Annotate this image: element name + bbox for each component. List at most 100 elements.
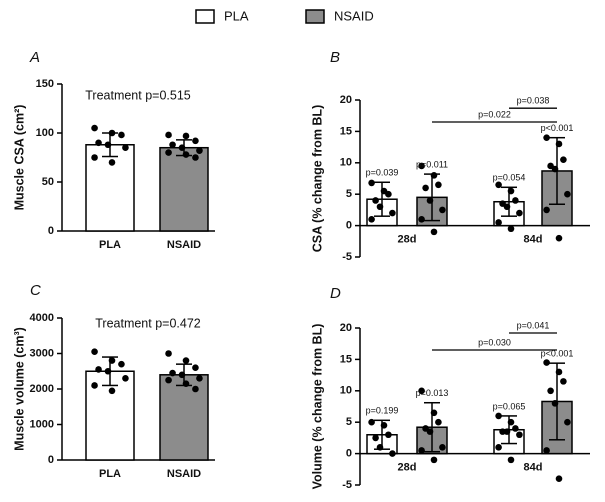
- data-point: [507, 418, 515, 426]
- data-point: [372, 434, 379, 442]
- data-point: [122, 144, 129, 151]
- data-point: [564, 190, 571, 198]
- data-point: [385, 431, 392, 439]
- data-point: [178, 144, 186, 151]
- data-point: [435, 418, 442, 426]
- p-value-label: p=0.039: [366, 168, 399, 178]
- data-point: [182, 380, 190, 387]
- data-point: [385, 190, 392, 198]
- data-point: [389, 450, 396, 457]
- data-point: [564, 418, 571, 426]
- data-point: [560, 378, 567, 385]
- data-point: [108, 387, 116, 395]
- y-axis-label: Muscle CSA (cm²): [12, 105, 26, 211]
- y-tick-label: 15: [340, 125, 352, 137]
- data-point: [512, 197, 519, 204]
- data-point: [426, 197, 434, 204]
- data-point: [91, 124, 98, 132]
- data-point: [555, 140, 563, 148]
- data-point: [543, 134, 550, 141]
- data-point: [439, 444, 446, 451]
- data-point: [192, 364, 199, 372]
- data-point: [165, 376, 172, 384]
- data-point: [118, 360, 125, 368]
- data-point: [182, 357, 190, 364]
- data-point: [108, 129, 116, 137]
- p-value-label: p=0.065: [493, 401, 526, 411]
- data-point: [95, 139, 102, 147]
- data-point: [108, 159, 116, 166]
- data-point: [104, 141, 112, 149]
- data-point: [165, 350, 172, 357]
- data-point: [555, 234, 563, 242]
- panel-letter: C: [30, 282, 41, 299]
- bar: [159, 374, 209, 461]
- y-tick-label: 0: [48, 225, 54, 237]
- data-point: [95, 366, 102, 373]
- y-tick-label: 4000: [30, 312, 54, 324]
- data-point: [91, 154, 98, 161]
- data-point: [182, 132, 190, 140]
- x-tick-label: PLA: [99, 239, 121, 251]
- data-point: [376, 203, 384, 211]
- x-tick-label: 84d: [524, 462, 543, 474]
- bracket-label: p=0.030: [478, 337, 511, 347]
- data-point: [182, 151, 190, 158]
- data-point: [418, 387, 425, 395]
- bar: [159, 146, 209, 232]
- annotation: Treatment p=0.472: [95, 316, 201, 330]
- y-tick-label: 10: [340, 157, 352, 169]
- y-tick-label: 0: [346, 220, 352, 232]
- data-point: [516, 209, 523, 217]
- y-tick-label: 2000: [30, 383, 54, 395]
- data-point: [196, 375, 203, 382]
- data-point: [495, 181, 502, 189]
- data-point: [495, 412, 502, 420]
- data-point: [551, 165, 559, 173]
- data-point: [555, 368, 563, 376]
- data-point: [547, 387, 554, 395]
- panel-letter: D: [330, 285, 341, 302]
- data-point: [543, 359, 550, 366]
- data-point: [368, 179, 375, 187]
- y-tick-label: 100: [36, 127, 54, 139]
- legend-swatch: [195, 9, 215, 24]
- legend-swatch: [305, 9, 325, 24]
- data-point: [516, 431, 523, 439]
- y-axis-label: Volume (% change from BL): [310, 324, 324, 490]
- data-point: [512, 425, 519, 432]
- y-tick-label: 50: [42, 176, 54, 188]
- legend-label: NSAID: [334, 8, 374, 23]
- data-point: [507, 225, 515, 233]
- data-point: [418, 447, 425, 454]
- data-point: [165, 131, 172, 139]
- data-point: [439, 206, 446, 214]
- data-point: [551, 400, 559, 407]
- panel-letter: B: [330, 49, 340, 66]
- data-point: [503, 203, 511, 211]
- data-point: [372, 197, 379, 204]
- p-value-label: p<0.001: [541, 123, 574, 133]
- data-point: [426, 428, 434, 435]
- annotation: Treatment p=0.515: [85, 88, 191, 102]
- y-tick-label: 150: [36, 78, 54, 90]
- data-point: [192, 137, 199, 145]
- x-tick-label: 84d: [524, 234, 543, 246]
- bracket-label: p=0.022: [478, 109, 511, 119]
- data-point: [507, 456, 515, 464]
- data-point: [560, 156, 567, 163]
- data-point: [418, 216, 425, 223]
- data-point: [192, 385, 199, 393]
- data-point: [430, 172, 438, 179]
- bracket-label: p=0.038: [517, 96, 550, 106]
- data-point: [422, 184, 429, 192]
- y-tick-label: 1000: [30, 418, 54, 430]
- data-point: [376, 444, 384, 451]
- data-point: [503, 428, 511, 435]
- data-point: [543, 447, 550, 454]
- data-point: [495, 444, 502, 451]
- data-point: [118, 131, 125, 139]
- data-point: [91, 348, 98, 356]
- data-point: [555, 475, 563, 483]
